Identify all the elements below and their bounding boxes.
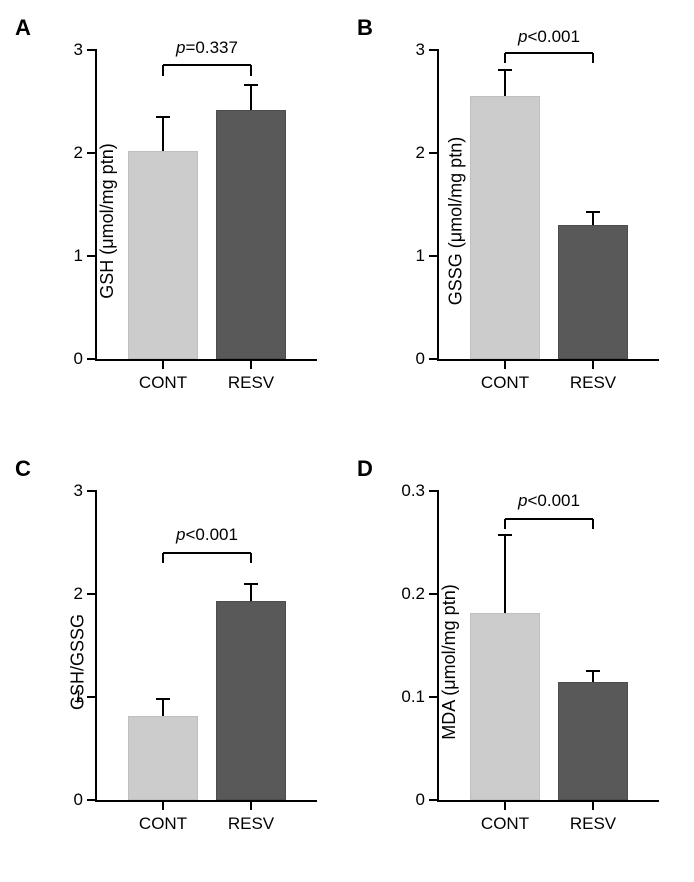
sig-bracket [505,52,593,54]
ytick-label: 3 [74,481,97,501]
bar-resv [558,682,628,800]
xtick-label: CONT [481,359,529,393]
errorbar-cap [586,211,600,213]
ytick-label: 2 [74,584,97,604]
panel-label-B: B [357,15,373,41]
errorbar-cap [498,534,512,536]
sig-label: p<0.001 [176,525,238,545]
sig-bracket [504,53,506,63]
ytick-label: 1 [74,246,97,266]
panel-label-C: C [15,456,31,482]
errorbar-cap [156,698,170,700]
ytick-label: 0 [416,790,439,810]
plot-area: 00.10.20.3CONTRESVp<0.001 [437,491,659,802]
figure-grid: AGSH (μmol/mg ptn)0123CONTRESVp=0.337BGS… [0,0,694,882]
sig-bracket [163,64,251,66]
sig-bracket [250,65,252,75]
panel-B: BGSSG (μmol/mg ptn)0123CONTRESVp<0.001 [357,20,679,421]
panel-A: AGSH (μmol/mg ptn)0123CONTRESVp=0.337 [15,20,337,421]
xtick-label: RESV [228,800,274,834]
panel-label-A: A [15,15,31,41]
errorbar [592,671,594,681]
panel-C: CGSH/GSSG0123CONTRESVp<0.001 [15,461,337,862]
sig-bracket [592,53,594,63]
ytick-label: 0 [74,349,97,369]
ytick-label: 3 [74,40,97,60]
bar-resv [216,110,286,359]
bar-cont [470,96,540,359]
xtick-label: RESV [570,359,616,393]
xtick-label: RESV [228,359,274,393]
sig-bracket [504,519,506,529]
errorbar-cap [156,116,170,118]
ytick-label: 1 [416,246,439,266]
ytick-label: 2 [416,143,439,163]
ytick-label: 1 [74,687,97,707]
sig-label: p<0.001 [518,491,580,511]
ytick-label: 0 [74,790,97,810]
xtick-label: CONT [139,800,187,834]
ytick-label: 0 [416,349,439,369]
ytick-label: 0.1 [401,687,439,707]
xtick-label: CONT [481,800,529,834]
sig-bracket [162,553,164,563]
errorbar [592,212,594,225]
plot-area: 0123CONTRESVp<0.001 [437,50,659,361]
panel-label-D: D [357,456,373,482]
errorbar [250,584,252,602]
ytick-label: 3 [416,40,439,60]
errorbar [162,117,164,151]
errorbar-cap [244,84,258,86]
sig-bracket [505,518,593,520]
sig-bracket [250,553,252,563]
errorbar [504,70,506,97]
xtick-label: CONT [139,359,187,393]
ytick-label: 2 [74,143,97,163]
bar-cont [128,716,198,800]
sig-bracket [163,552,251,554]
bar-resv [216,601,286,800]
errorbar-cap [498,69,512,71]
sig-bracket [162,65,164,75]
sig-label: p<0.001 [518,27,580,47]
bar-cont [128,151,198,359]
bar-cont [470,613,540,800]
errorbar [162,699,164,715]
errorbar [250,85,252,110]
xtick-label: RESV [570,800,616,834]
plot-area: 0123CONTRESVp<0.001 [95,491,317,802]
errorbar-cap [586,670,600,672]
sig-bracket [592,519,594,529]
ytick-label: 0.3 [401,481,439,501]
plot-area: 0123CONTRESVp=0.337 [95,50,317,361]
errorbar [504,535,506,612]
bar-resv [558,225,628,359]
ytick-label: 0.2 [401,584,439,604]
errorbar-cap [244,583,258,585]
panel-D: DMDA (μmol/mg ptn)00.10.20.3CONTRESVp<0.… [357,461,679,862]
sig-label: p=0.337 [176,38,238,58]
